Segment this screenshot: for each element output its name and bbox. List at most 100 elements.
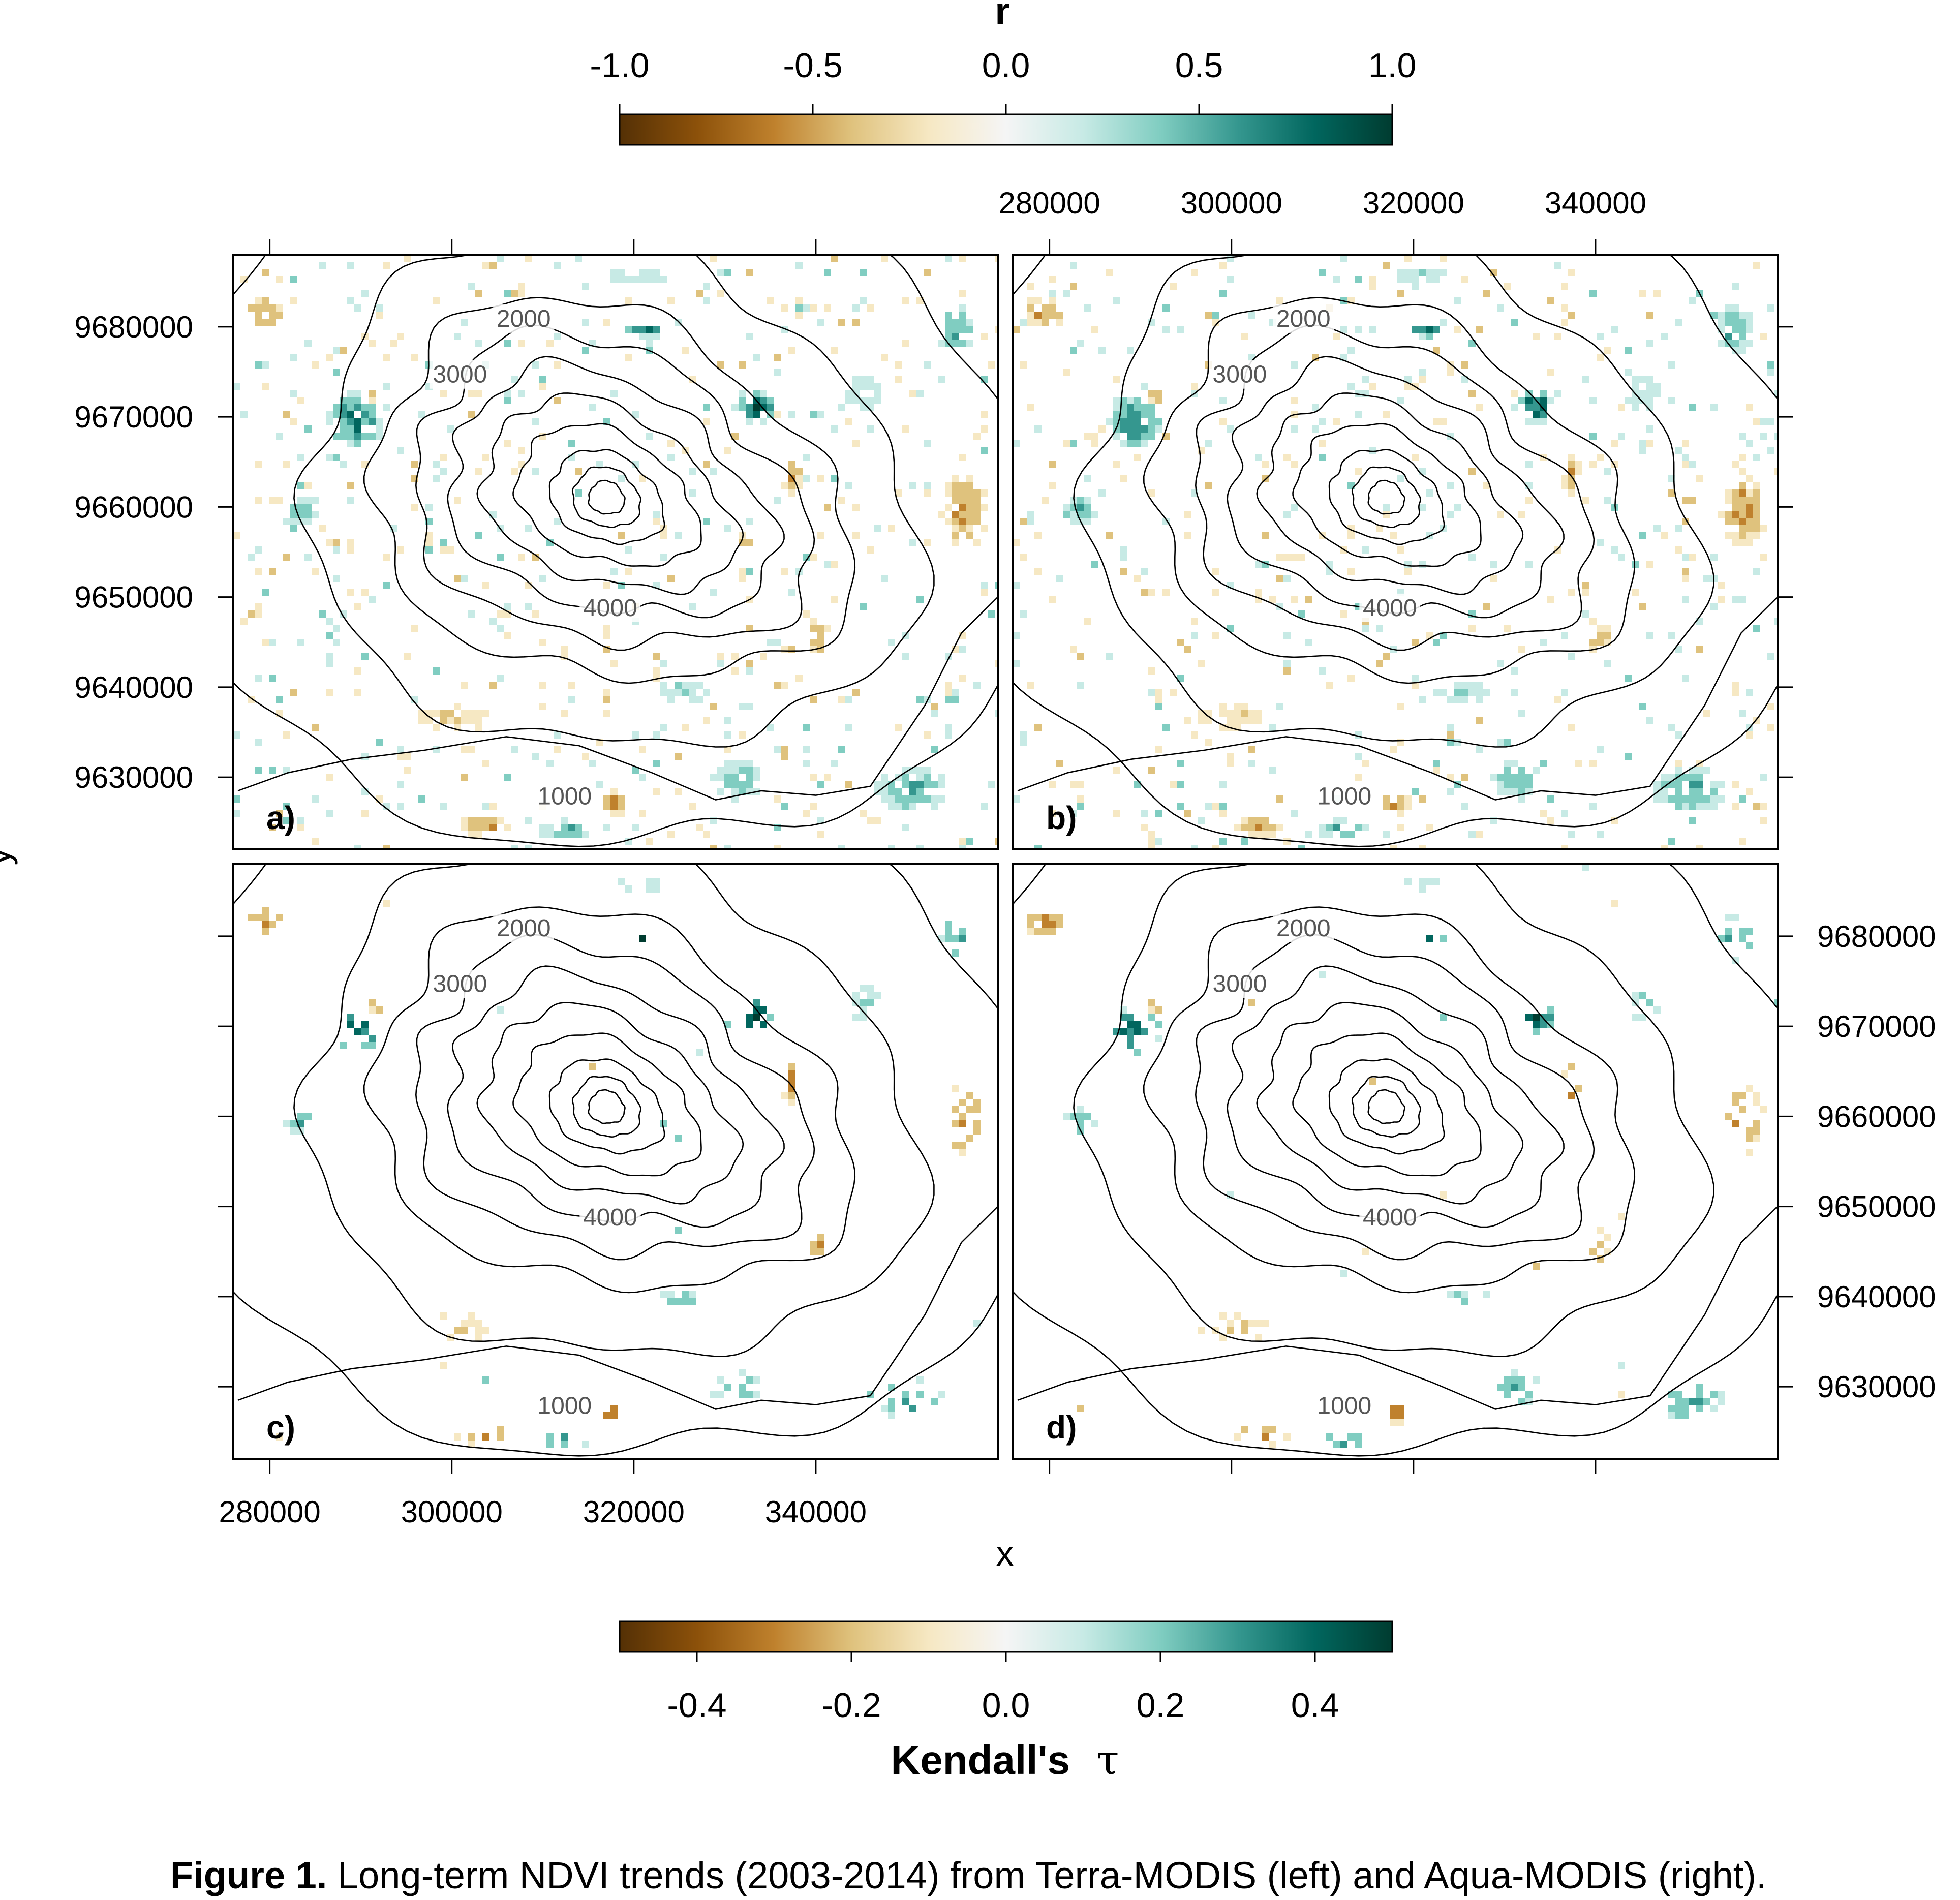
colorbar-bottom: -0.4 -0.2 0.0 0.2 0.4 Kendall's τ: [619, 1620, 1393, 1784]
trend-pixel: [1155, 689, 1162, 696]
trend-pixel: [1739, 596, 1746, 603]
trend-pixel: [852, 376, 860, 383]
trend-pixel: [788, 411, 795, 418]
trend-pixel: [938, 340, 945, 347]
panel-background: [233, 864, 998, 1459]
trend-pixel: [1348, 1433, 1355, 1441]
trend-pixel: [482, 1376, 489, 1384]
contour-label: 3000: [433, 971, 487, 998]
trend-pixel: [1582, 610, 1589, 618]
trend-pixel: [1568, 482, 1575, 489]
trend-pixel: [959, 1120, 966, 1127]
trend-pixel: [1084, 511, 1091, 518]
trend-pixel: [1540, 639, 1547, 646]
trend-pixel: [1049, 482, 1056, 489]
trend-pixel: [1611, 440, 1618, 447]
trend-pixel: [1283, 1433, 1291, 1441]
trend-pixel: [1077, 781, 1084, 788]
trend-pixel: [461, 824, 468, 831]
trend-pixel: [860, 376, 867, 383]
trend-pixel: [1518, 397, 1525, 404]
trend-pixel: [625, 568, 632, 575]
trend-pixel: [1369, 1078, 1376, 1085]
trend-pixel: [710, 255, 717, 262]
trend-pixel: [283, 411, 290, 418]
trend-pixel: [1732, 689, 1739, 696]
trend-pixel: [952, 689, 959, 696]
trend-pixel: [1718, 340, 1725, 347]
trend-pixel: [1419, 333, 1426, 340]
trend-pixel: [1042, 312, 1049, 319]
colorbar-top-bar: [619, 113, 1393, 146]
trend-pixel: [1753, 532, 1760, 539]
trend-pixel: [1710, 781, 1718, 788]
trend-pixel: [404, 753, 411, 760]
trend-pixel: [1468, 682, 1476, 689]
contour-line: [548, 449, 665, 545]
contour-line: [1073, 255, 1714, 748]
trend-pixel: [1476, 696, 1483, 703]
trend-pixel: [1319, 667, 1326, 675]
trend-pixel: [1696, 475, 1703, 482]
contour-line: [1195, 324, 1595, 651]
trend-pixel: [739, 397, 746, 404]
trend-pixel: [440, 1312, 447, 1320]
trend-pixel: [1248, 760, 1255, 767]
trend-pixel: [767, 1014, 774, 1021]
trend-pixel: [1447, 788, 1454, 795]
trend-pixel: [902, 781, 909, 788]
trend-pixel: [973, 518, 981, 525]
trend-pixel: [1113, 810, 1120, 817]
trend-pixel: [981, 525, 988, 532]
trend-pixel: [1397, 803, 1404, 810]
trend-pixel: [511, 376, 518, 383]
trend-pixel: [774, 795, 781, 803]
trend-pixel: [888, 788, 895, 795]
trend-pixel: [1419, 369, 1426, 376]
trend-pixel: [852, 440, 860, 447]
colorbar-tick-label: -0.2: [821, 1686, 881, 1725]
trend-pixel: [383, 262, 390, 269]
trend-pixel: [1298, 554, 1305, 561]
contour-line: [363, 297, 856, 684]
trend-pixel: [326, 454, 333, 461]
trend-pixel: [497, 610, 504, 618]
trend-pixel: [440, 454, 447, 461]
trend-pixel: [1689, 803, 1696, 810]
trend-pixel: [1241, 710, 1248, 717]
trend-pixel: [1668, 632, 1675, 639]
trend-pixel: [1639, 440, 1646, 447]
trend-pixel: [1262, 461, 1269, 468]
trend-pixel: [881, 354, 888, 361]
trend-pixel: [831, 425, 838, 433]
trend-pixel: [774, 845, 781, 849]
trend-pixel: [739, 568, 746, 575]
trend-pixel: [1234, 703, 1241, 710]
trend-pixel: [1682, 440, 1689, 447]
trend-pixel: [1212, 589, 1219, 596]
trend-pixel: [1184, 511, 1191, 518]
trend-pixel: [739, 781, 746, 788]
trend-pixel: [1042, 304, 1049, 312]
trend-pixel: [831, 475, 838, 482]
trend-pixel: [1162, 518, 1170, 525]
trend-pixel: [1675, 767, 1682, 774]
y-tick-label-left: 9640000: [74, 670, 193, 704]
trend-pixel: [1148, 831, 1155, 838]
contour-line-1000: [1017, 1206, 1778, 1410]
trend-pixel: [1710, 554, 1718, 561]
trend-pixel: [1511, 760, 1518, 767]
trend-pixel: [1732, 489, 1739, 497]
trend-pixel: [1746, 404, 1753, 411]
trend-pixel: [988, 781, 995, 788]
trend-pixel: [902, 1398, 909, 1405]
trend-pixel: [895, 803, 902, 810]
trend-pixel: [1155, 838, 1162, 845]
trend-pixel: [981, 582, 988, 589]
trend-pixel: [788, 489, 795, 497]
trend-pixel: [326, 810, 333, 817]
trend-pixel: [333, 639, 340, 646]
trend-pixel: [1732, 511, 1739, 518]
